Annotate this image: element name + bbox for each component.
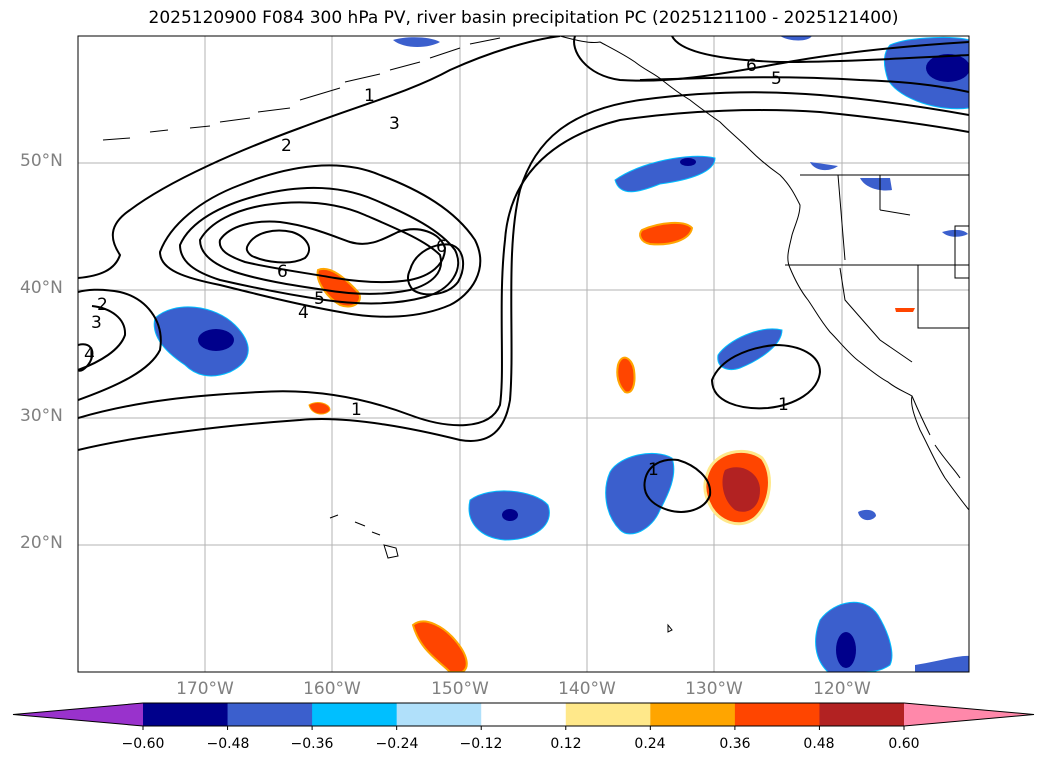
colorbar-tick: 0.48 — [803, 736, 835, 752]
colorbar — [12, 702, 1035, 730]
colorbar-bin — [143, 703, 229, 726]
contour-label: 6 — [436, 237, 447, 257]
colorbar-bin — [481, 703, 567, 726]
lon-label: 160°W — [303, 679, 361, 699]
lon-label: 130°W — [685, 679, 743, 699]
contour-label: 4 — [84, 345, 95, 365]
map-panel: 1 3 2 6 6 5 4 2 3 4 1 6 5 1 1 — [78, 36, 969, 672]
contour-label: 3 — [91, 313, 102, 333]
colorbar-extend-low — [13, 703, 143, 726]
lon-label: 150°W — [431, 679, 489, 699]
lat-label: 40°N — [20, 278, 63, 298]
contour-label: 5 — [771, 69, 782, 89]
colorbar-tick: 0.60 — [888, 736, 920, 752]
pos-anomaly-135w — [639, 222, 694, 246]
contour-label: 3 — [389, 114, 400, 134]
contour-label: 1 — [364, 86, 375, 106]
lat-label: 50°N — [20, 151, 63, 171]
colorbar-tick: −0.36 — [290, 736, 334, 752]
lon-label: 170°W — [176, 679, 234, 699]
chart-title: 2025120900 F084 300 hPa PV, river basin … — [148, 8, 899, 28]
lon-label: 140°W — [558, 679, 616, 699]
colorbar-tick: 0.24 — [634, 736, 666, 752]
lat-label: 30°N — [20, 406, 63, 426]
neg-anomaly-25n — [605, 452, 675, 535]
colorbar-tick: −0.24 — [375, 736, 419, 752]
colorbar-bin — [312, 703, 398, 726]
contour-label: 2 — [97, 295, 108, 315]
contour-label: 6 — [746, 56, 757, 76]
neg-anomaly-southeast — [815, 601, 893, 672]
colorbar-tick: −0.48 — [206, 736, 250, 752]
neg-core-west — [198, 329, 234, 351]
pv-contours — [78, 36, 969, 513]
colorbar-bin — [227, 703, 313, 726]
colorbar-bin — [734, 703, 820, 726]
contour-label: 1 — [778, 395, 789, 415]
colorbar-tick: 0.36 — [719, 736, 751, 752]
colorbar-bin — [565, 703, 651, 726]
lat-label: 20°N — [20, 533, 63, 553]
lon-label: 120°W — [813, 679, 871, 699]
contour-label: 4 — [298, 303, 309, 323]
colorbar-extend-high — [904, 703, 1034, 726]
colorbar-bin — [819, 703, 905, 726]
contour-label: 6 — [277, 262, 288, 282]
colorbar-bin — [650, 703, 736, 726]
precip-anomalies — [153, 36, 969, 672]
colorbar-tick: 0.12 — [550, 736, 582, 752]
contour-label: 5 — [314, 289, 325, 309]
contour-label: 1 — [351, 400, 362, 420]
pos-anomaly-south — [411, 620, 468, 672]
colorbar-tick: −0.12 — [459, 736, 503, 752]
contour-label: 1 — [648, 460, 659, 480]
contour-label: 2 — [281, 136, 292, 156]
colorbar-bin — [396, 703, 482, 726]
map-frame — [77, 35, 970, 673]
colorbar-tick: −0.60 — [121, 736, 165, 752]
